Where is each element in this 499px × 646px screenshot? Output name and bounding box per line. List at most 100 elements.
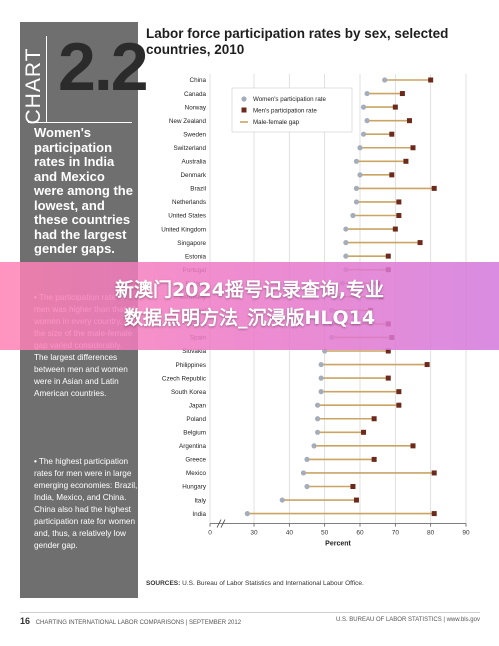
data-row: Sweden — [183, 131, 395, 138]
legend-label: Women's participation rate — [253, 96, 327, 103]
data-row: United Kingdom — [161, 226, 398, 233]
women-point — [318, 389, 324, 395]
category-label: New Zealand — [169, 118, 207, 125]
category-label: Norway — [185, 104, 207, 111]
women-point — [353, 199, 360, 205]
men-point — [431, 470, 437, 476]
data-row: Australia — [182, 159, 409, 166]
men-point — [350, 484, 356, 489]
men-point — [428, 77, 434, 83]
category-label: Netherlands — [172, 199, 206, 206]
men-point — [399, 91, 405, 97]
men-point — [431, 511, 437, 517]
page-number: 16 — [20, 616, 31, 626]
women-point — [350, 212, 356, 219]
chart-label-vertical: CHART — [22, 47, 45, 125]
data-row: Norway — [185, 104, 398, 111]
category-label: Argentina — [179, 443, 206, 450]
data-row: Singapore — [177, 240, 423, 247]
women-point — [311, 443, 317, 449]
data-row: China — [190, 77, 434, 84]
category-label: Poland — [186, 416, 206, 423]
women-point — [315, 416, 321, 422]
legend-label: Men's participation rate — [253, 108, 317, 115]
women-point — [357, 172, 363, 178]
women-point — [357, 145, 363, 151]
data-row: Czech Republic — [162, 375, 391, 382]
x-tick-label: 90 — [462, 530, 470, 537]
women-point — [360, 131, 367, 137]
women-point — [343, 253, 349, 259]
category-label: Brazil — [190, 186, 206, 193]
page-footer: 16 CHARTING INTERNATIONAL LABOR COMPARIS… — [20, 612, 480, 630]
category-label: United Kingdom — [161, 226, 206, 233]
data-row: Mexico — [186, 470, 437, 477]
category-label: Singapore — [177, 240, 206, 247]
women-point — [318, 361, 324, 368]
category-label: Greece — [185, 457, 206, 464]
category-label: Australia — [182, 159, 207, 166]
dumbbell-chart: 0 30 40 50 60 70 80 90 Percent China Canada Norway N… — [161, 74, 470, 548]
sources-text: U.S. Bureau of Labor Statistics and Inte… — [182, 580, 364, 587]
category-label: United States — [168, 213, 206, 220]
data-row: Denmark — [180, 172, 395, 179]
category-label: Philippines — [176, 362, 206, 369]
men-point — [353, 497, 359, 503]
overlay-banner-line-1: 新澳门2024摇号记录查询,专业 — [114, 279, 385, 301]
legend-box — [231, 87, 353, 133]
men-point — [385, 375, 391, 381]
category-label: Mexico — [186, 470, 206, 477]
legend-men-marker — [241, 107, 247, 113]
women-point — [315, 402, 321, 408]
women-point — [279, 497, 285, 503]
men-point — [410, 443, 416, 449]
footer-left-text: CHARTING INTERNATIONAL LABOR COMPARISONS… — [35, 620, 242, 626]
women-point — [318, 375, 324, 381]
sources-note: SOURCES: U.S. Bureau of Labor Statistics… — [146, 580, 486, 587]
legend: Women's participation rate Men's particip… — [231, 87, 353, 133]
women-point — [343, 226, 349, 232]
men-point — [389, 131, 395, 137]
sidebar-divider-vertical — [46, 36, 47, 122]
men-point — [385, 348, 391, 354]
data-row: India — [192, 511, 437, 518]
axis-break-mark — [216, 519, 222, 528]
men-point — [371, 456, 377, 462]
bullet-mark: • — [34, 457, 37, 466]
data-row: New Zealand — [169, 118, 412, 125]
men-point — [392, 104, 398, 110]
x-tick-label: 70 — [392, 530, 400, 537]
data-row: Poland — [186, 416, 377, 423]
overlay-banner-line-2: 数据点明方法_沉浸版HLQ14 — [123, 307, 376, 329]
women-point — [364, 90, 370, 97]
overlay-banner: 新澳门2024摇号记录查询,专业 数据点明方法_沉浸版HLQ14 — [0, 262, 499, 350]
women-point — [343, 240, 349, 246]
sidebar-divider-horizontal — [28, 122, 132, 123]
x-tick-label: 50 — [321, 530, 329, 537]
data-row: Philippines — [176, 362, 430, 369]
data-row: Netherlands — [172, 199, 402, 206]
women-point — [244, 511, 250, 517]
men-point — [396, 213, 402, 218]
men-point — [410, 145, 416, 151]
chart-title: Labor force participation rates by sex, … — [146, 26, 449, 57]
category-label: Sweden — [183, 131, 206, 138]
men-point — [417, 240, 423, 246]
men-point — [431, 185, 437, 191]
women-point — [382, 77, 388, 83]
women-point — [364, 118, 370, 124]
men-point — [403, 158, 409, 164]
data-row: Argentina — [179, 443, 416, 450]
axis-break-mark — [220, 519, 226, 528]
category-label: Czech Republic — [162, 375, 206, 382]
category-label: Japan — [189, 402, 207, 409]
men-point — [389, 172, 395, 178]
data-row: Canada — [184, 91, 405, 98]
data-row: South Korea — [171, 389, 402, 396]
data-row: Japan — [189, 402, 402, 409]
data-row: Greece — [185, 456, 377, 464]
data-row: Estonia — [185, 253, 391, 260]
men-point — [385, 253, 391, 259]
category-label: Denmark — [180, 172, 206, 179]
category-label: Italy — [194, 497, 206, 504]
